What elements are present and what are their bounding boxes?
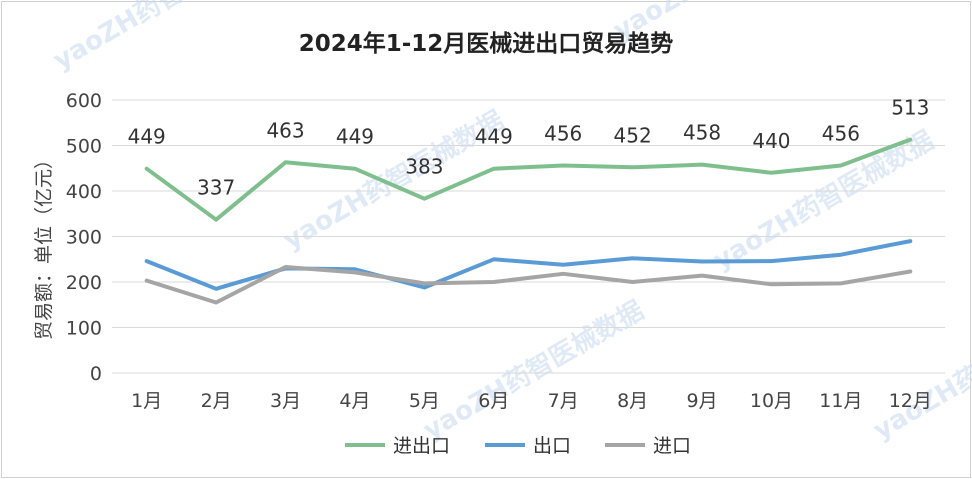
data-label: 337 — [197, 176, 235, 200]
data-label: 456 — [822, 122, 860, 146]
x-tick-label: 12月 — [889, 390, 932, 412]
x-tick-label: 9月 — [686, 390, 717, 412]
watermark-text: yaoZH药智医械数据 — [49, 0, 280, 76]
data-label: 383 — [405, 155, 443, 179]
series-line-1 — [144, 137, 913, 222]
watermark-text: yaoZH药智医械数据 — [709, 126, 940, 276]
x-tick-label: 3月 — [270, 390, 301, 412]
data-label: 463 — [266, 118, 304, 142]
data-label: 458 — [683, 121, 721, 145]
y-tick-labels: 0 100 200 300 400 500 600 — [66, 90, 102, 385]
legend: 进出口 出口 进口 — [345, 435, 691, 457]
legend-label: 出口 — [533, 435, 571, 457]
legend-label: 进口 — [653, 435, 691, 457]
data-labels: 449 337 463 449 383 449 456 452 458 440 456 513 — [128, 96, 930, 200]
x-tick-label: 4月 — [339, 390, 370, 412]
x-tick-labels: 1月 2月 3月 4月 5月 6月 7月 8月 9月 10月 11月 12月 — [131, 390, 932, 412]
x-tick-label: 2月 — [201, 390, 232, 412]
data-label: 449 — [128, 125, 166, 149]
data-label: 449 — [336, 125, 374, 149]
grid-lines — [112, 99, 945, 374]
y-tick-label: 300 — [66, 227, 102, 249]
series-lines — [144, 137, 913, 305]
x-tick-label: 7月 — [548, 390, 579, 412]
x-tick-label: 1月 — [131, 390, 162, 412]
y-tick-label: 600 — [66, 90, 102, 112]
legend-label: 进出口 — [393, 435, 450, 457]
watermark-text: yaoZH药智医械数据 — [419, 296, 650, 446]
x-tick-label: 10月 — [750, 390, 793, 412]
series-line-3 — [144, 265, 913, 305]
x-tick-label: 5月 — [409, 390, 440, 412]
y-tick-label: 500 — [66, 136, 102, 158]
data-label: 452 — [614, 123, 652, 147]
y-tick-label: 100 — [66, 318, 102, 340]
y-tick-label: 400 — [66, 181, 102, 203]
data-label: 456 — [544, 122, 582, 146]
chart-title: 2024年1-12月医械进出口贸易趋势 — [298, 31, 674, 57]
y-tick-label: 200 — [66, 272, 102, 294]
x-tick-label: 6月 — [478, 390, 509, 412]
watermark-text: yaoZH药智医械数据 — [869, 296, 972, 446]
data-label: 440 — [752, 129, 790, 153]
x-tick-label: 8月 — [617, 390, 648, 412]
x-tick-label: 11月 — [819, 390, 862, 412]
y-tick-label: 0 — [90, 363, 102, 385]
y-axis-label: 贸易额：单位（亿元） — [33, 150, 55, 340]
data-label: 513 — [891, 96, 929, 120]
data-label: 449 — [475, 125, 513, 149]
watermark-layer: yaoZH药智医械数据 yaoZH药智医械数据 yaoZH药智医械数据 yaoZH药智… — [49, 0, 972, 446]
watermark-text: yaoZH药智医械数据 — [609, 0, 840, 46]
